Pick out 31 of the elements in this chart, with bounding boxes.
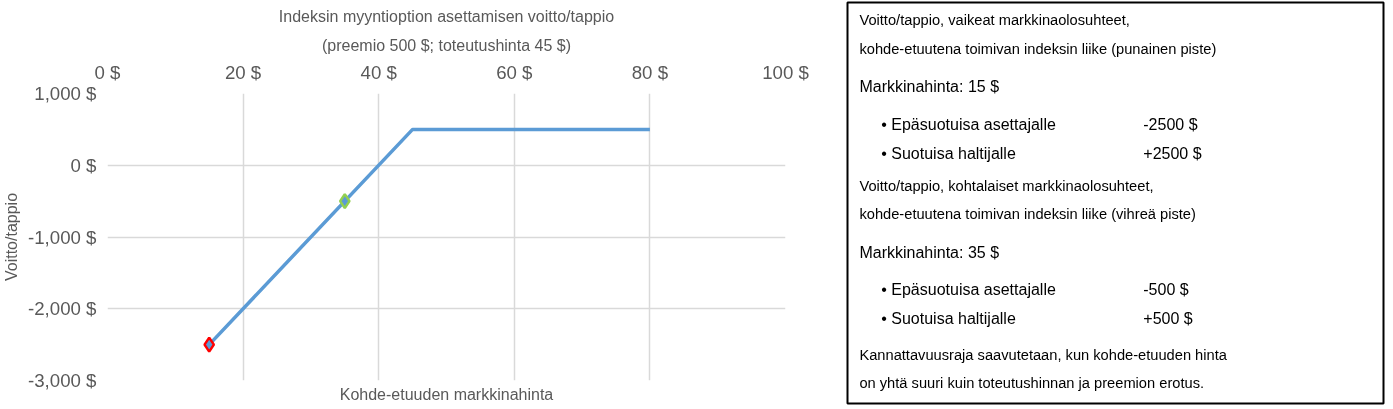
y-tick-label: -1,000 $ (28, 226, 98, 248)
text: Markkinahinta: 15 $ (859, 78, 1000, 96)
text: • Suotuisa haltijalle (881, 309, 1016, 327)
text: +500 $ (1143, 309, 1193, 327)
text: • Epäsuotuisa asettajalle (881, 115, 1056, 133)
text: +2500 $ (1143, 144, 1202, 162)
x-tick-label: 100 $ (762, 61, 810, 83)
text: • Epäsuotuisa asettajalle (881, 281, 1056, 299)
chart-subtitle: (preemio 500 $; toteutushinta 45 $) (321, 36, 572, 54)
y-tick-label: -2,000 $ (28, 298, 98, 320)
text: kohde-etuutena toimivan indeksin liike (vihreä piste) (859, 206, 1196, 223)
chart-title: Indeksin myyntioption asettamisen voitto/tappio (278, 7, 615, 25)
text: Kannattavuusraja saavutetaan, kun kohde-etuuden hinta (859, 347, 1228, 364)
x-tick-label: 60 $ (496, 61, 534, 83)
text: Markkinahinta: 35 $ (859, 244, 1000, 262)
text: kohde-etuutena toimivan indeksin liike (punainen piste) (859, 40, 1217, 57)
text: • Suotuisa haltijalle (881, 144, 1016, 162)
text: on yhtä suuri kuin toteutushinnan ja preemion erotus. (859, 374, 1205, 391)
text: Voitto/tappio, kohtalaiset markkinaolosuhteet, (859, 177, 1154, 194)
text: Voitto/tappio, vaikeat markkinaolosuhteet, (859, 12, 1130, 29)
y-tick-label: -3,000 $ (28, 370, 98, 391)
x-tick-label: 20 $ (224, 61, 262, 83)
x-tick-label: 40 $ (360, 61, 398, 83)
text: -2500 $ (1143, 115, 1198, 133)
text: -500 $ (1143, 281, 1189, 299)
y-tick-label: 0 $ (70, 154, 98, 176)
y-axis-title: Voitto/tappio (3, 192, 21, 282)
y-tick-label: 1,000 $ (34, 83, 98, 104)
x-tick-label: 0 $ (94, 61, 122, 83)
x-tick-label: 80 $ (631, 61, 669, 83)
x-axis-title: Kohde-etuuden markkinahinta (339, 385, 554, 403)
